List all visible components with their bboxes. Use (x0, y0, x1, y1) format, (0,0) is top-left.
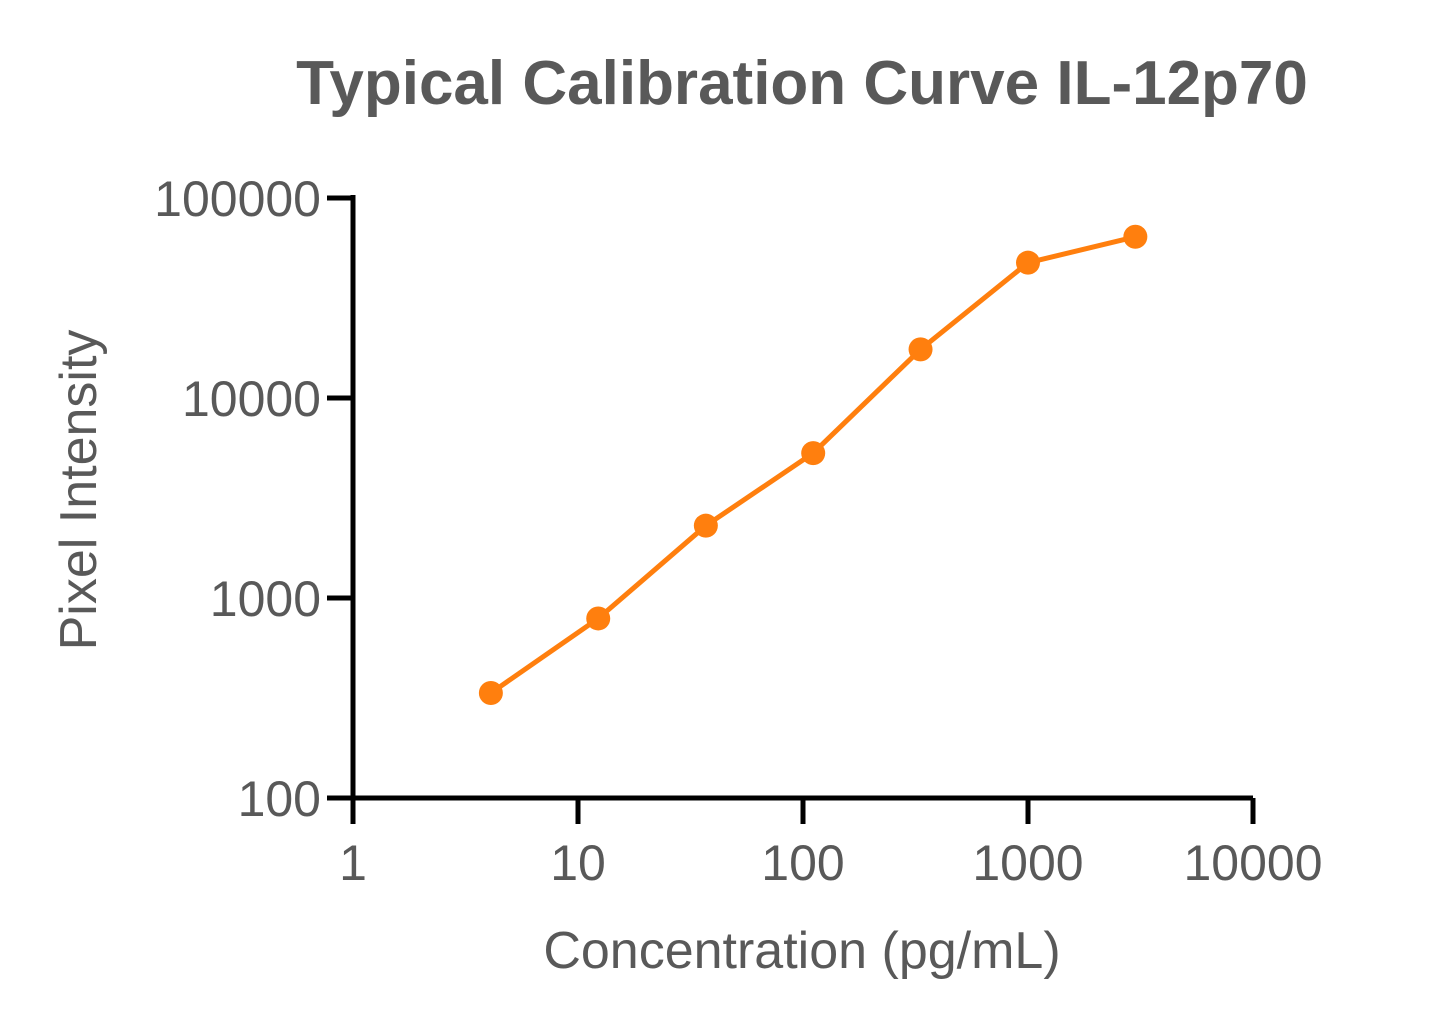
y-axis-label: Pixel Intensity (50, 330, 108, 651)
x-axis-label: Concentration (pg/mL) (543, 922, 1060, 980)
y-tick-label: 100000 (154, 171, 321, 227)
x-tick-label: 10000 (1183, 835, 1322, 891)
data-point (801, 441, 826, 466)
data-point (1123, 224, 1148, 249)
y-tick-label: 10000 (182, 371, 321, 427)
x-tick-label: 1 (339, 835, 367, 891)
x-tick-label: 100 (761, 835, 844, 891)
x-tick-label: 1000 (972, 835, 1083, 891)
data-point (693, 513, 718, 538)
chart-title: Typical Calibration Curve IL-12p70 (296, 49, 1308, 118)
y-ticks: 100 1000 10000 100000 (154, 171, 353, 827)
x-tick-label: 10 (550, 835, 606, 891)
y-tick-label: 1000 (210, 571, 321, 627)
data-point (908, 337, 933, 362)
data-point (1016, 250, 1040, 275)
data-point (478, 680, 503, 705)
y-tick-label: 100 (238, 771, 321, 827)
data-point (586, 606, 611, 631)
series (478, 224, 1148, 705)
x-ticks: 1 10 100 1000 10000 (339, 798, 1323, 891)
